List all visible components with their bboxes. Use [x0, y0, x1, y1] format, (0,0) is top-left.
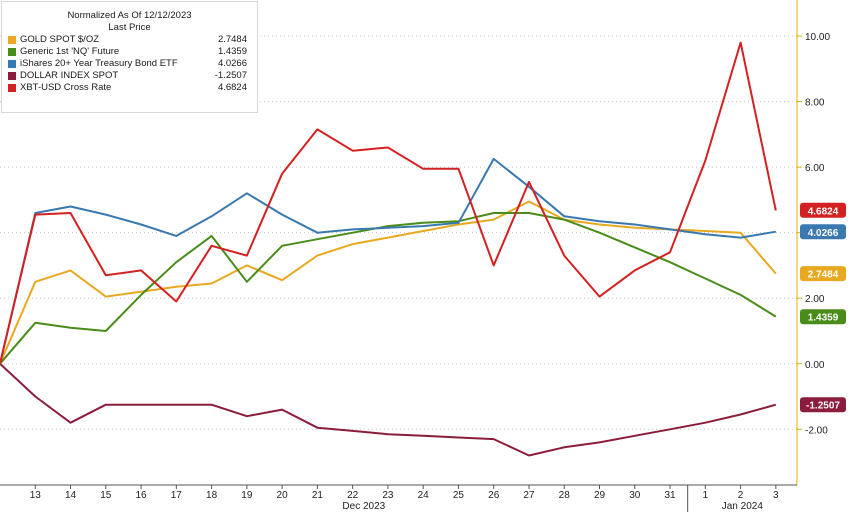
legend-series-value: 1.4359: [217, 46, 247, 57]
x-tick-label: 22: [347, 490, 359, 501]
period-label-jan: Jan 2024: [722, 501, 764, 512]
value-label-generic-1st-nq-future: 1.4359: [808, 313, 839, 324]
x-tick-label: 1: [703, 490, 709, 501]
value-label-gold-spot-oz: 2.7484: [808, 270, 839, 281]
x-tick-label: 2: [738, 490, 744, 501]
x-tick-label: 23: [382, 490, 394, 501]
x-tick-label: 21: [312, 490, 324, 501]
x-tick-label: 31: [664, 490, 676, 501]
x-tick-label: 20: [277, 490, 289, 501]
x-tick-label: 14: [65, 490, 77, 501]
y-tick-label: 2.00: [805, 294, 825, 305]
legend-swatch: [8, 36, 16, 44]
legend-series-value: 4.0266: [217, 58, 247, 69]
legend-series-name: Generic 1st 'NQ' Future: [20, 46, 120, 57]
value-label-dollar-index-spot: -1.2507: [806, 401, 840, 412]
value-label-box-gold-spot-oz: [800, 266, 846, 282]
value-label-box-dollar-index-spot: [800, 397, 846, 413]
period-label-dec: Dec 2023: [342, 501, 385, 512]
series-line-xbt-usd-cross-rate: [0, 41, 777, 364]
legend-swatch: [8, 72, 16, 80]
x-tick-label: 24: [418, 490, 430, 501]
series-line-dollar-index-spot: [0, 362, 777, 457]
value-label-box-ishares-20-year-treasury-bond-etf: [800, 224, 846, 240]
x-tick-label: 25: [453, 490, 465, 501]
legend-item-ishares-20-year-treasury-bond-etf: iShares 20+ Year Treasury Bond ETF 4.0266: [8, 58, 257, 70]
series-line-ishares-20-year-treasury-bond-etf: [0, 157, 776, 364]
y-tick-label: 10.00: [805, 32, 830, 43]
value-label-ishares-20-year-treasury-bond-etf: 4.0266: [808, 228, 839, 239]
x-tick-label: 13: [30, 490, 42, 501]
x-tick-label: 3: [773, 490, 779, 501]
legend-series-name: DOLLAR INDEX SPOT: [20, 70, 119, 81]
legend-swatch: [8, 60, 16, 68]
legend-item-xbt-usd-cross-rate: XBT-USD Cross Rate 4.6824: [8, 82, 257, 94]
value-label-xbt-usd-cross-rate: 4.6824: [808, 206, 839, 217]
legend-item-dollar-index-spot: DOLLAR INDEX SPOT -1.2507: [8, 70, 257, 82]
legend-series-value: -1.2507: [214, 70, 247, 81]
legend-title: Normalized As Of 12/12/2023: [67, 10, 192, 21]
legend-item-generic-1st-nq-future: Generic 1st 'NQ' Future 1.4359: [8, 46, 257, 58]
x-tick-label: 15: [100, 490, 112, 501]
legend-swatch: [8, 84, 16, 92]
x-tick-label: 30: [629, 490, 641, 501]
legend-subtitle: Last Price: [108, 22, 151, 33]
x-tick-label: 29: [594, 490, 606, 501]
legend-series-name: GOLD SPOT $/OZ: [20, 34, 100, 45]
series-line-gold-spot-oz: [0, 200, 777, 365]
value-label-box-generic-1st-nq-future: [800, 309, 846, 325]
legend-rows: GOLD SPOT $/OZ 2.7484 Generic 1st 'NQ' Fut…: [2, 34, 257, 94]
legend-series-value: 4.6824: [217, 82, 247, 93]
y-tick-label: 0.00: [805, 360, 825, 371]
x-tick-label: 18: [206, 490, 218, 501]
x-tick-label: 16: [135, 490, 147, 501]
series-line-generic-1st-nq-future: [0, 212, 777, 365]
y-tick-label: -2.00: [805, 425, 828, 436]
y-tick-label: 8.00: [805, 98, 825, 109]
x-tick-label: 26: [488, 490, 500, 501]
x-tick-label: 28: [559, 490, 571, 501]
legend: Normalized As Of 12/12/2023 Last Price G…: [1, 1, 258, 113]
legend-item-gold-spot-oz: GOLD SPOT $/OZ 2.7484: [8, 34, 257, 46]
x-tick-label: 19: [241, 490, 253, 501]
legend-series-value: 2.7484: [217, 34, 247, 45]
y-tick-label: 6.00: [805, 163, 825, 174]
legend-series-name: XBT-USD Cross Rate: [20, 82, 112, 93]
x-tick-label: 17: [171, 490, 183, 501]
legend-swatch: [8, 48, 16, 56]
legend-series-name: iShares 20+ Year Treasury Bond ETF: [20, 58, 178, 69]
value-label-box-xbt-usd-cross-rate: [800, 202, 846, 218]
x-tick-label: 27: [523, 490, 535, 501]
